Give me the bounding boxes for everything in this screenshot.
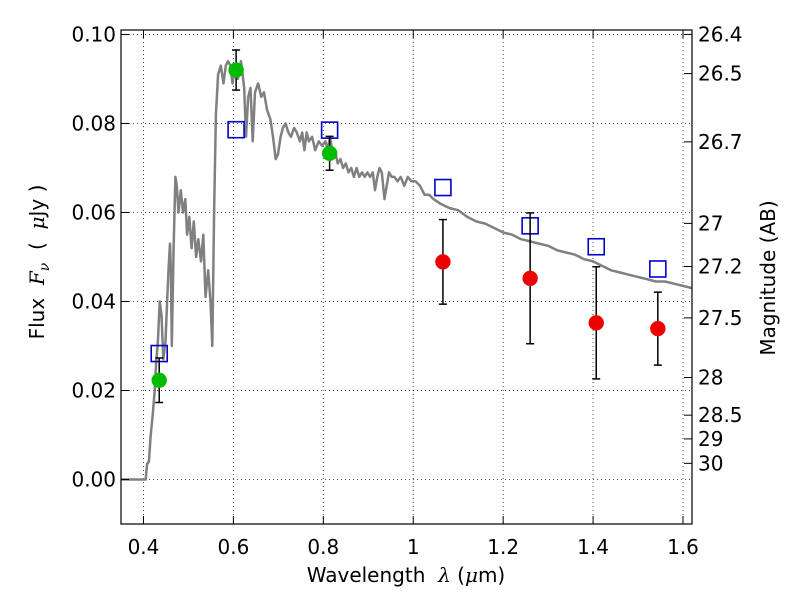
model-box-marker — [649, 260, 667, 278]
x-tick-label: 1.6 — [667, 535, 699, 559]
y-tick-label: 0.10 — [71, 22, 116, 46]
x-tick-label: 0.6 — [217, 535, 249, 559]
y-tick-labels: 0.00 0.02 0.04 0.06 0.08 0.10 — [71, 22, 116, 491]
model-spectrum-line — [121, 59, 693, 481]
x-tick-label: 1 — [407, 535, 420, 559]
model-box-marker — [434, 178, 452, 197]
plot-border — [120, 29, 693, 525]
x-tick-label: 1.2 — [487, 535, 519, 559]
x-axis-label: Wavelength λ (μm) — [307, 563, 506, 587]
model-boxes — [150, 120, 667, 363]
y2-tick-label: 29 — [698, 427, 723, 451]
green-point — [228, 62, 244, 78]
x-tick-label: 0.8 — [307, 535, 339, 559]
model-box-marker — [227, 120, 245, 139]
y2-tick-label: 28 — [698, 366, 723, 390]
y-tick-label: 0.04 — [71, 289, 116, 313]
y-tick-label: 0.06 — [71, 200, 116, 224]
y2-tick-label: 27.2 — [698, 254, 743, 278]
y2-axis-label: Magnitude (AB) — [756, 200, 780, 355]
red-point — [650, 320, 666, 337]
photometry-points — [151, 62, 666, 389]
y2-tick-label: 30 — [698, 451, 723, 475]
plot-frame — [120, 29, 693, 525]
model-box-marker — [587, 237, 606, 256]
y-tick-label: 0.00 — [71, 467, 116, 491]
x-tick-label: 1.4 — [577, 535, 609, 559]
y2-tick-label: 26.7 — [698, 130, 743, 154]
error-bars — [155, 49, 662, 404]
y2-tick-label: 27 — [698, 211, 723, 235]
y2-tick-label: 27.5 — [698, 306, 743, 330]
green-point — [151, 372, 167, 389]
y-axis-label: Flux Fν ( μJy ) — [25, 185, 53, 340]
x-tick-labels: 0.4 0.6 0.8 1 1.2 1.4 1.6 — [128, 535, 699, 559]
y2-tick-label: 26.5 — [698, 62, 743, 86]
red-point — [522, 270, 538, 287]
green-point — [321, 145, 338, 162]
red-point — [435, 254, 451, 270]
red-point — [588, 315, 604, 331]
x-tick-label: 0.4 — [128, 535, 160, 559]
y2-tick-label: 26.4 — [698, 22, 743, 46]
y-tick-label: 0.08 — [71, 111, 116, 135]
y2-tick-label: 28.5 — [698, 403, 743, 427]
model-spectrum — [121, 59, 693, 481]
y-tick-label: 0.02 — [71, 378, 116, 402]
